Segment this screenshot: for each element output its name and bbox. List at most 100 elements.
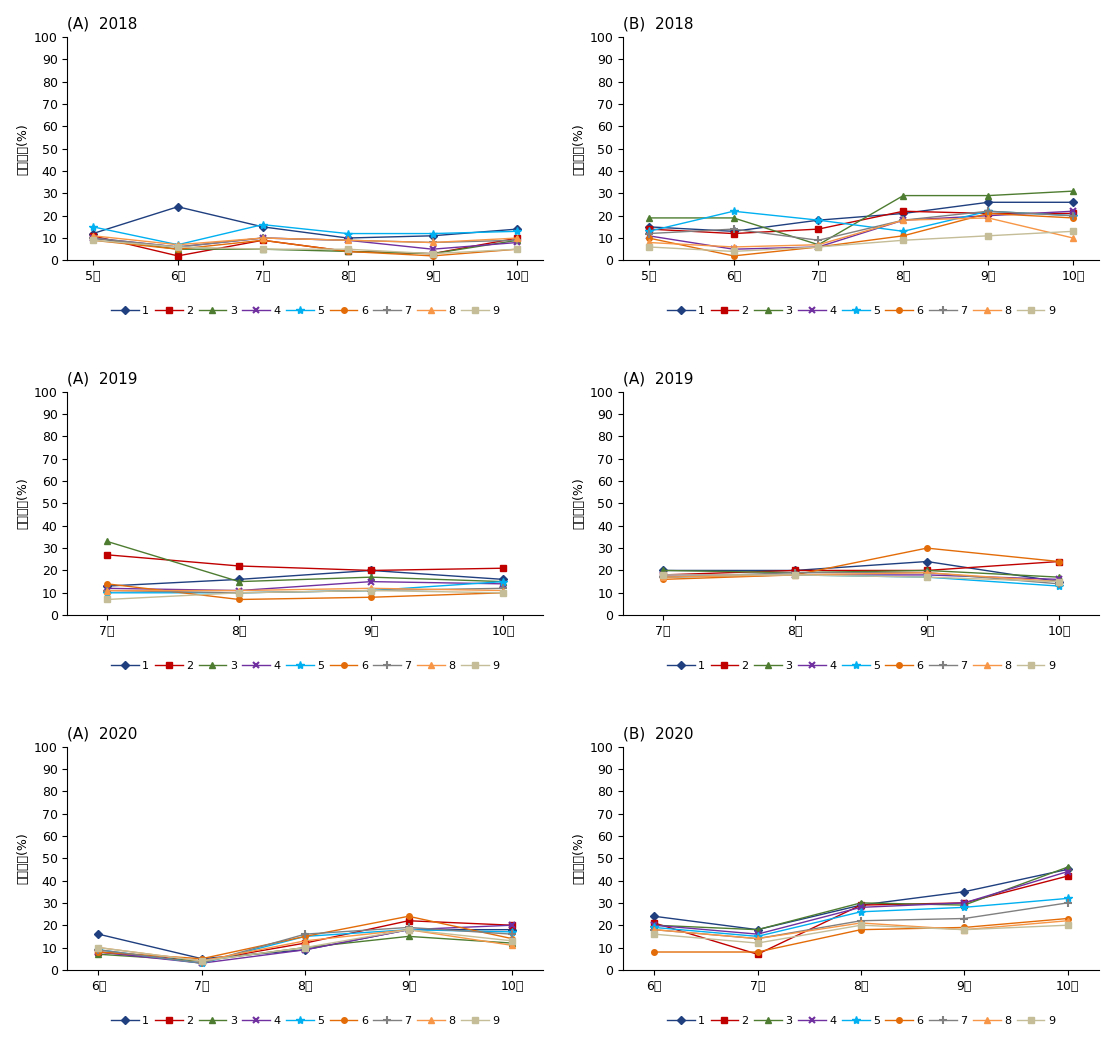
6 — [1067, 212, 1080, 224]
1 — [855, 899, 868, 912]
7 — [855, 915, 868, 927]
Line: 6: 6 — [651, 916, 1070, 955]
1 — [195, 952, 209, 965]
Line: 9: 9 — [660, 572, 1062, 584]
5 — [648, 921, 661, 934]
5 — [642, 226, 656, 238]
Line: 4: 4 — [659, 572, 1062, 583]
2 — [812, 222, 825, 235]
Line: 4: 4 — [651, 869, 1071, 938]
3 — [1052, 571, 1066, 583]
7 — [920, 566, 934, 579]
Line: 1: 1 — [646, 199, 1076, 234]
9 — [256, 243, 269, 256]
7 — [1052, 578, 1066, 591]
Line: 5: 5 — [94, 925, 516, 967]
8 — [648, 923, 661, 936]
9 — [789, 569, 802, 581]
7 — [648, 923, 661, 936]
Y-axis label: 광투과율(%): 광투과율(%) — [572, 477, 585, 530]
1 — [957, 885, 971, 898]
1 — [1052, 575, 1066, 587]
4 — [727, 243, 741, 256]
9 — [982, 230, 995, 242]
8 — [426, 236, 439, 249]
Line: 2: 2 — [660, 559, 1062, 578]
4 — [812, 240, 825, 253]
3 — [642, 212, 656, 224]
2 — [426, 248, 439, 260]
3 — [789, 566, 802, 579]
Line: 3: 3 — [660, 568, 1062, 580]
Line: 2: 2 — [90, 233, 521, 259]
1 — [656, 564, 669, 577]
Line: 6: 6 — [646, 211, 1076, 259]
Line: 6: 6 — [96, 914, 515, 962]
1 — [751, 923, 764, 936]
Line: 9: 9 — [646, 229, 1076, 254]
2 — [402, 915, 416, 927]
5 — [505, 925, 518, 938]
8 — [812, 238, 825, 251]
7 — [195, 957, 209, 969]
5 — [656, 571, 669, 583]
Line: 9: 9 — [651, 922, 1070, 946]
6 — [1052, 555, 1066, 568]
9 — [171, 240, 184, 253]
8 — [402, 923, 416, 936]
6 — [426, 250, 439, 262]
7 — [1067, 210, 1080, 222]
2 — [1061, 870, 1075, 882]
1 — [510, 222, 524, 235]
8 — [256, 232, 269, 244]
4 — [1052, 573, 1066, 585]
Line: 8: 8 — [646, 215, 1076, 250]
1 — [92, 928, 105, 941]
8 — [101, 584, 114, 597]
Line: 7: 7 — [659, 569, 1063, 588]
Legend: 1, 2, 3, 4, 5, 6, 7, 8, 9: 1, 2, 3, 4, 5, 6, 7, 8, 9 — [662, 657, 1059, 676]
Line: 3: 3 — [90, 235, 521, 256]
5 — [1067, 210, 1080, 222]
Line: 7: 7 — [103, 584, 507, 597]
9 — [232, 586, 246, 599]
7 — [727, 222, 741, 235]
Line: 3: 3 — [96, 934, 515, 964]
Line: 1: 1 — [96, 927, 515, 962]
Line: 5: 5 — [88, 220, 522, 249]
6 — [957, 921, 971, 934]
1 — [364, 564, 378, 577]
5 — [426, 228, 439, 240]
Legend: 1, 2, 3, 4, 5, 6, 7, 8, 9: 1, 2, 3, 4, 5, 6, 7, 8, 9 — [662, 302, 1059, 321]
7 — [812, 234, 825, 247]
Line: 2: 2 — [96, 918, 515, 964]
3 — [1061, 861, 1075, 874]
9 — [648, 928, 661, 941]
3 — [751, 923, 764, 936]
2 — [256, 234, 269, 247]
Text: (A)  2020: (A) 2020 — [67, 726, 137, 742]
Text: (B)  2018: (B) 2018 — [623, 17, 694, 31]
9 — [1067, 226, 1080, 238]
8 — [957, 923, 971, 936]
2 — [101, 549, 114, 561]
3 — [648, 919, 661, 932]
1 — [1061, 863, 1075, 876]
2 — [789, 564, 802, 577]
1 — [256, 220, 269, 233]
2 — [656, 569, 669, 581]
3 — [256, 243, 269, 256]
7 — [505, 928, 518, 941]
6 — [256, 234, 269, 247]
8 — [92, 941, 105, 954]
2 — [232, 560, 246, 573]
Line: 3: 3 — [646, 189, 1076, 248]
2 — [957, 897, 971, 909]
1 — [812, 214, 825, 227]
5 — [341, 228, 354, 240]
8 — [505, 939, 518, 951]
3 — [957, 899, 971, 912]
6 — [751, 946, 764, 959]
1 — [171, 200, 184, 213]
1 — [920, 555, 934, 568]
